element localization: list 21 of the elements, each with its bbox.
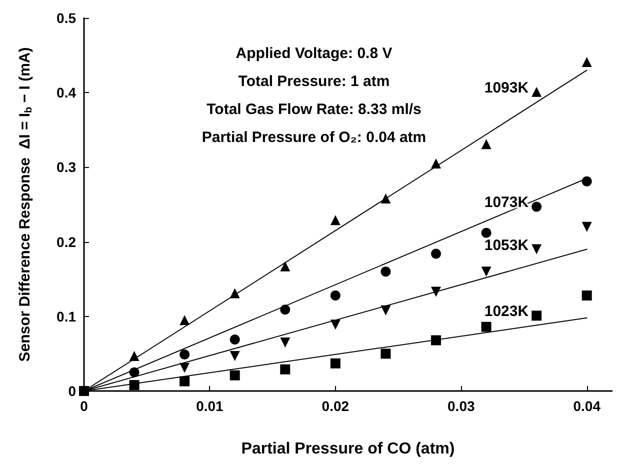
- annotation: Total Gas Flow Rate: 8.33 ml/s: [206, 101, 422, 118]
- series-label: 1093K: [484, 79, 529, 96]
- y-tick-label: 0.3: [56, 159, 76, 176]
- y-tick-label: 0.1: [56, 308, 76, 324]
- annotation: Applied Voltage: 0.8 V: [236, 45, 392, 62]
- y-tick-label: 0: [68, 383, 76, 399]
- y-tick-label: 0.5: [56, 10, 76, 26]
- y-tick-label: 0.2: [56, 234, 76, 250]
- x-tick-label: 0.04: [573, 398, 601, 414]
- y-axis-title: Sensor Difference Response ΔI = Ib − I (mA): [16, 47, 34, 362]
- x-tick-label: 0.01: [196, 398, 224, 414]
- x-tick-label: 0: [80, 398, 88, 414]
- series-label: 1023K: [484, 303, 529, 320]
- x-axis-title: Partial Pressure of CO (atm): [241, 440, 455, 458]
- annotation: Partial Pressure of O₂: 0.04 atm: [202, 129, 426, 146]
- series-label: 1073K: [484, 194, 529, 212]
- x-tick-label: 0.03: [448, 398, 475, 414]
- y-tick-label: 0.4: [56, 84, 76, 101]
- x-tick-label: 0.02: [322, 398, 350, 414]
- series-label: 1053K: [484, 236, 529, 254]
- annotation: Total Pressure: 1 atm: [238, 73, 390, 90]
